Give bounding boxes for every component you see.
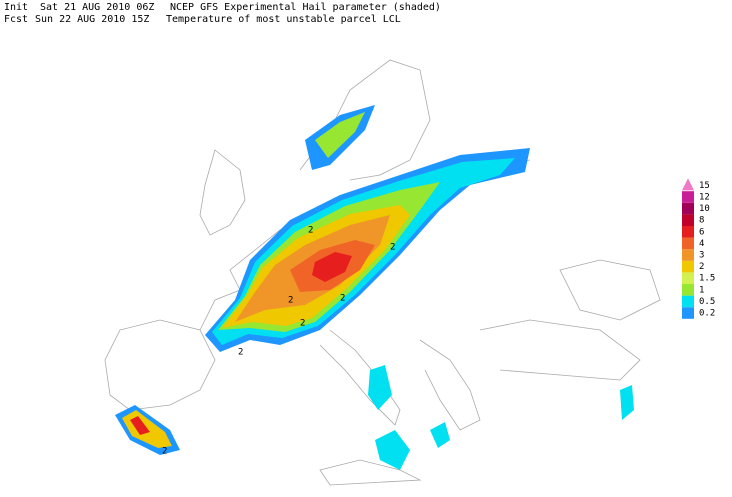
legend-swatch <box>682 202 694 215</box>
legend-swatch <box>682 237 694 250</box>
legend-label: 3 <box>699 251 704 261</box>
legend-swatch <box>682 226 694 238</box>
legend-swatch <box>682 284 694 296</box>
legend-swatch <box>682 307 694 319</box>
legend-swatch <box>682 191 694 203</box>
legend-label: 0.5 <box>699 297 715 307</box>
legend-label: 8 <box>699 216 704 226</box>
legend-label: 2 <box>699 262 704 272</box>
legend-label: 12 <box>699 193 710 203</box>
contour-label: 2 <box>288 296 293 306</box>
contour-label: 2 <box>300 319 305 329</box>
legend-swatch <box>682 260 694 273</box>
legend-label: 15 <box>699 181 710 191</box>
init-label: Init <box>4 2 28 13</box>
legend-label: 0.2 <box>699 309 715 319</box>
contour-label: 2 <box>238 348 243 358</box>
legend-swatch <box>682 178 694 191</box>
contour-label: 2 <box>340 294 345 304</box>
legend-swatch <box>682 295 694 308</box>
legend-label: 10 <box>699 204 710 214</box>
contour-label: 2 <box>390 243 395 253</box>
hail-shading <box>115 105 634 470</box>
legend-swatch <box>682 272 694 284</box>
contour-label: 2 <box>308 226 313 236</box>
legend-label: 1 <box>699 285 704 295</box>
legend-swatch <box>682 214 694 226</box>
contour-label: 2 <box>162 447 167 457</box>
legend-label: 1.5 <box>699 274 715 284</box>
map-title: NCEP GFS Experimental Hail parameter (sh… <box>170 2 441 13</box>
map-subtitle: Temperature of most unstable parcel LCL <box>166 14 401 25</box>
legend-label: 6 <box>699 227 704 237</box>
legend-swatch <box>682 249 694 261</box>
contour-labels: 2 2 2 2 2 2 2 <box>162 226 395 457</box>
fcst-time: Sun 22 AUG 2010 15Z <box>35 14 149 25</box>
fcst-label: Fcst <box>4 14 28 25</box>
init-time: Sat 21 AUG 2010 06Z <box>40 2 154 13</box>
legend-label: 4 <box>699 239 704 249</box>
